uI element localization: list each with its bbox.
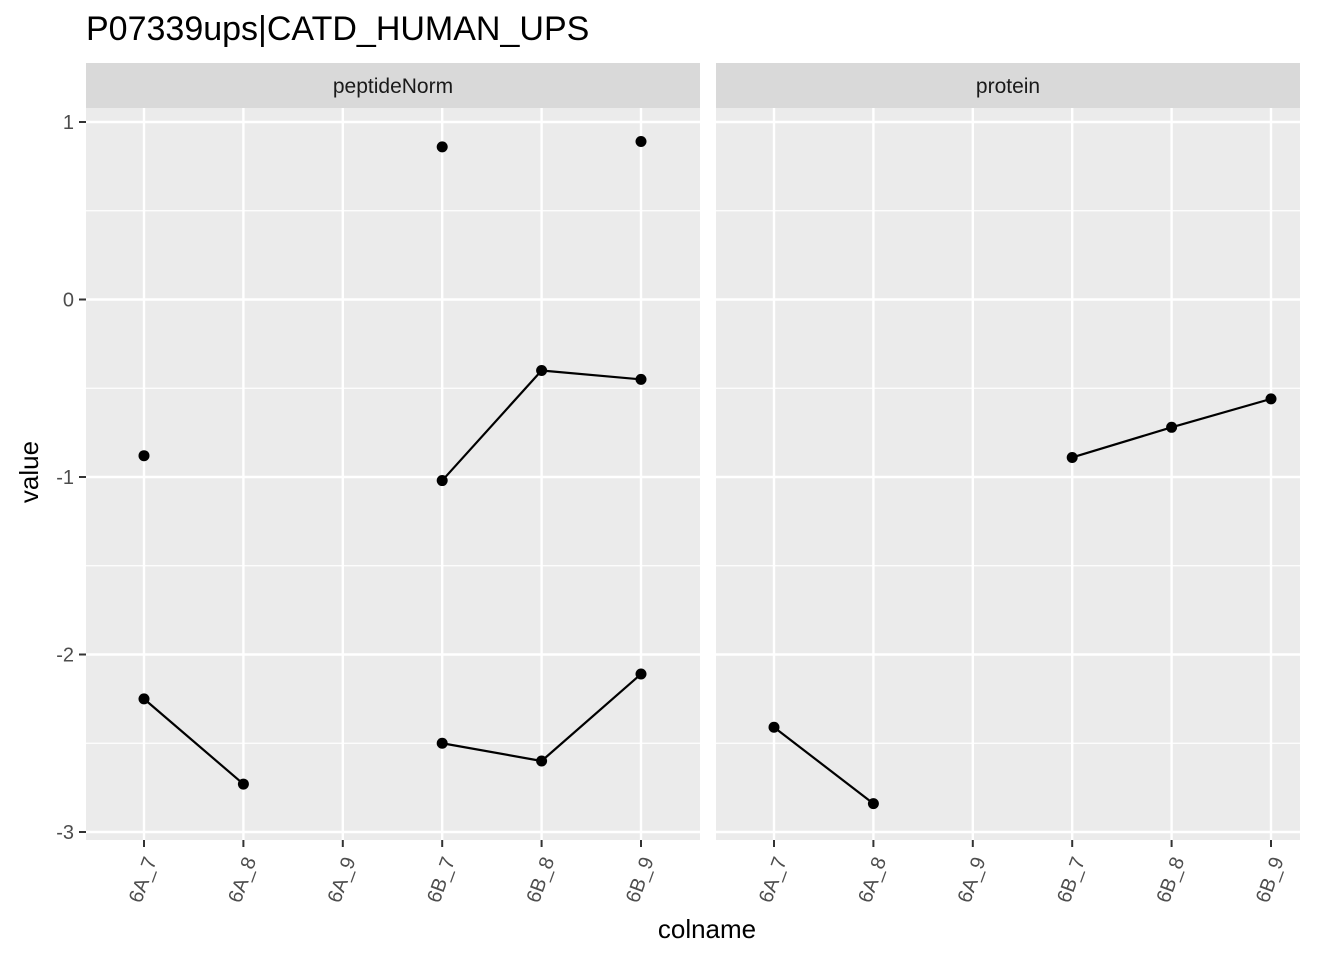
- y-tick-label: -2: [56, 645, 74, 667]
- panel-background: [716, 108, 1300, 840]
- y-tick-label: -3: [56, 822, 74, 844]
- data-point: [768, 721, 780, 733]
- data-point: [867, 798, 879, 810]
- panel-background: [86, 108, 700, 840]
- data-point: [436, 141, 448, 153]
- panel-peptideNorm: peptideNorm 6A_7 6A_8 6A_9 6B_7 6B_8 6B_9: [86, 63, 700, 906]
- series-segment: [143, 698, 245, 785]
- data-point: [635, 136, 647, 148]
- series-segment: [441, 369, 543, 482]
- x-tick-label: 6A_7: [755, 854, 792, 905]
- data-point: [536, 365, 548, 376]
- x-tick-label: 6A_8: [224, 854, 261, 905]
- data-point: [436, 737, 448, 749]
- series-segment: [540, 673, 642, 762]
- chart-title: P07339ups|CATD_HUMAN_UPS: [86, 10, 589, 48]
- x-tick-label: 6B_7: [1053, 854, 1090, 905]
- data-point: [635, 373, 647, 385]
- facet-strip: [86, 63, 700, 108]
- x-axis-title: colname: [658, 914, 756, 944]
- x-tick-label: 6B_9: [1252, 854, 1289, 905]
- series-segment: [1171, 397, 1272, 429]
- series-1: [768, 393, 1277, 810]
- x-tick-label: 6B_8: [1153, 854, 1190, 905]
- data-point: [1265, 393, 1277, 405]
- data-point: [536, 755, 548, 767]
- x-tick-label: 6A_8: [854, 854, 891, 905]
- series-segment: [442, 742, 542, 763]
- series-segment: [773, 726, 875, 805]
- x-tick-label: 6B_8: [523, 854, 560, 905]
- x-tick-label: 6A_9: [324, 854, 361, 905]
- data-point: [436, 475, 448, 487]
- data-point: [1066, 451, 1078, 463]
- x-tick-label: 6A_7: [125, 854, 162, 905]
- series-1: [138, 136, 647, 462]
- data-point: [138, 450, 150, 462]
- y-tick-label: 0: [63, 290, 74, 312]
- y-axis-title: value: [14, 441, 44, 503]
- data-point: [635, 668, 647, 680]
- x-tick-label: 6A_9: [954, 854, 991, 905]
- facet-label: protein: [976, 75, 1040, 98]
- panel-protein: protein 6A_7 6A_8 6A_9 6B_7 6B_8 6B_9: [716, 63, 1300, 906]
- series-segment: [1071, 426, 1172, 459]
- series-3: [138, 668, 647, 790]
- y-tick-label: 1: [63, 112, 74, 134]
- series-segment: [541, 369, 642, 381]
- facet-strip: [716, 63, 1300, 108]
- y-tick-label: -1: [56, 467, 74, 489]
- series-2: [436, 365, 647, 487]
- facet-label: peptideNorm: [333, 75, 453, 98]
- data-point: [237, 778, 249, 790]
- data-point: [1166, 421, 1178, 433]
- data-point: [138, 693, 150, 705]
- x-tick-label: 6B_9: [622, 854, 659, 905]
- x-tick-label: 6B_7: [423, 854, 460, 905]
